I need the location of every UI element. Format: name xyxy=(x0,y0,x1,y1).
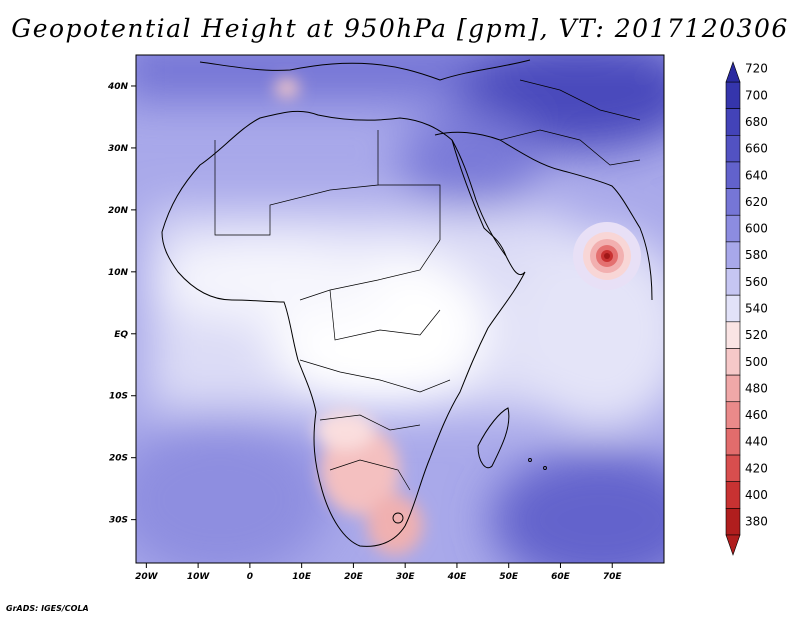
x-tick-label: 20W xyxy=(135,572,159,582)
x-tick-label: 10E xyxy=(292,572,312,582)
southern-europe-coastline xyxy=(199,59,531,81)
x-tick-label: 0 xyxy=(247,572,253,582)
colorbar-segment xyxy=(725,81,741,109)
colorbar-label: 480 xyxy=(745,381,768,395)
colorbar-label: 400 xyxy=(745,488,768,502)
colorbar-segment xyxy=(725,454,741,483)
colorbar-segment xyxy=(725,188,741,216)
colorbar-label: 500 xyxy=(745,355,768,369)
red-sea-coastline xyxy=(451,139,507,257)
x-tick-label: 30E xyxy=(396,572,416,582)
colorbar-label: 440 xyxy=(745,435,768,449)
colorbar-segment xyxy=(725,294,741,323)
colorbar-label: 700 xyxy=(745,88,768,102)
y-tick-label: EQ xyxy=(114,330,128,340)
small-islands xyxy=(392,458,547,524)
colorbar-segment xyxy=(725,401,741,429)
colorbar-label: 520 xyxy=(745,328,768,342)
colorbar-segment xyxy=(725,214,741,243)
colorbar-segment xyxy=(725,321,741,349)
y-tick-label: 10S xyxy=(109,392,128,402)
grads-credit: GrADS: IGES/COLA xyxy=(6,604,89,613)
colorbar-label: 540 xyxy=(745,302,768,316)
colorbar-top-arrow xyxy=(725,61,741,83)
colorbar: 720 700 680 660 640 620 600 580 560 540 520 500 480 4… xyxy=(725,61,768,556)
africa-coastline xyxy=(161,110,526,547)
colorbar-label: 680 xyxy=(745,115,768,129)
colorbar-segment xyxy=(725,134,741,163)
chart-title: Geopotential Height at 950hPa [gpm], VT:… xyxy=(11,14,789,43)
y-tick-label: 20N xyxy=(108,206,129,216)
colorbar-label: 380 xyxy=(745,515,768,529)
colorbar-label: 600 xyxy=(745,222,768,236)
colorbar-segment xyxy=(725,508,741,536)
madagascar-coastline xyxy=(477,407,510,469)
colorbar-label: 460 xyxy=(745,408,768,422)
arabia-india-coastline xyxy=(434,131,653,301)
x-tick-label: 10W xyxy=(187,572,211,582)
x-tick-label: 40E xyxy=(447,572,468,582)
coastlines xyxy=(161,59,653,547)
colorbar-segment xyxy=(725,268,741,296)
y-tick-label: 30S xyxy=(109,516,128,526)
y-axis: 40N 30N 20N 10N EQ 10S 20S 30S xyxy=(107,82,136,526)
colorbar-segment xyxy=(725,241,741,269)
colorbar-segment xyxy=(725,374,741,403)
x-tick-label: 20E xyxy=(344,572,364,582)
country-borders xyxy=(214,79,641,491)
x-tick-label: 70E xyxy=(603,572,623,582)
height-field xyxy=(136,55,664,563)
cyclone-rings xyxy=(573,222,641,290)
x-tick-label: 50E xyxy=(499,572,519,582)
colorbar-label: 580 xyxy=(745,248,768,262)
colorbar-label: 420 xyxy=(745,461,768,475)
colorbar-label: 620 xyxy=(745,195,768,209)
colorbar-segment xyxy=(725,161,741,189)
colorbar-label: 640 xyxy=(745,168,768,182)
y-tick-label: 40N xyxy=(107,82,129,92)
plot-frame xyxy=(135,54,665,564)
y-tick-label: 30N xyxy=(108,144,129,154)
colorbar-segment xyxy=(725,481,741,509)
y-tick-label: 20S xyxy=(109,454,128,464)
colorbar-label: 720 xyxy=(745,62,768,76)
colorbar-label: 560 xyxy=(745,275,768,289)
colorbar-bottom-arrow xyxy=(725,534,741,556)
colorbar-segment xyxy=(725,348,741,376)
x-tick-label: 60E xyxy=(551,572,571,582)
colorbar-segment xyxy=(725,108,741,136)
colorbar-label: 660 xyxy=(745,142,768,156)
colorbar-segment xyxy=(725,428,741,456)
y-tick-label: 10N xyxy=(108,268,129,278)
x-axis: 20W 10W 0 10E 20E 30E 40E 50E 60E 70E xyxy=(135,563,622,582)
